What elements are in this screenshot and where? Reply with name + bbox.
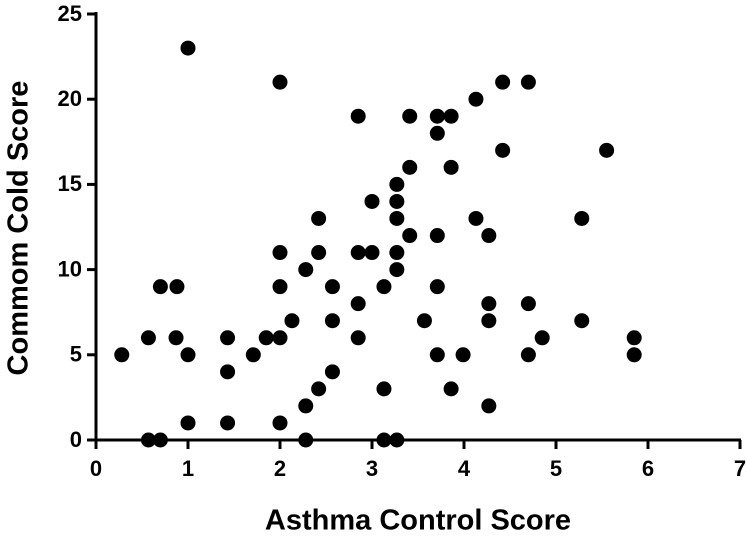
point <box>220 415 236 431</box>
x-tick-label: 5 <box>550 456 562 481</box>
point <box>443 381 459 397</box>
point <box>272 330 288 346</box>
point <box>258 330 274 346</box>
point <box>284 313 300 329</box>
point <box>455 347 471 363</box>
point <box>168 330 184 346</box>
point <box>140 432 156 448</box>
x-tick-label: 1 <box>182 456 194 481</box>
point <box>429 125 445 141</box>
point <box>114 347 130 363</box>
point <box>389 432 405 448</box>
point <box>429 108 445 124</box>
point <box>481 296 497 312</box>
point <box>468 210 484 226</box>
x-tick-label: 0 <box>90 456 102 481</box>
point <box>180 40 196 56</box>
point <box>626 330 642 346</box>
point <box>272 415 288 431</box>
point <box>180 347 196 363</box>
point <box>443 108 459 124</box>
y-tick-label: 10 <box>58 256 82 281</box>
point <box>389 262 405 278</box>
point <box>376 381 392 397</box>
point <box>298 262 314 278</box>
point <box>520 347 536 363</box>
point <box>350 296 366 312</box>
point <box>481 228 497 244</box>
x-tick-label: 2 <box>274 456 286 481</box>
point <box>180 415 196 431</box>
point <box>324 279 340 295</box>
point <box>429 347 445 363</box>
point <box>389 210 405 226</box>
point <box>298 398 314 414</box>
point <box>402 228 418 244</box>
point <box>495 74 511 90</box>
point <box>324 364 340 380</box>
point <box>574 313 590 329</box>
point <box>481 398 497 414</box>
point <box>481 313 497 329</box>
point <box>376 432 392 448</box>
point <box>350 330 366 346</box>
point <box>298 432 314 448</box>
point <box>245 347 261 363</box>
point <box>443 159 459 175</box>
point <box>324 313 340 329</box>
point <box>520 74 536 90</box>
point <box>169 279 185 295</box>
point <box>389 176 405 192</box>
x-tick-label: 3 <box>366 456 378 481</box>
point <box>376 279 392 295</box>
point <box>272 74 288 90</box>
point <box>416 313 432 329</box>
point <box>389 245 405 261</box>
y-tick-label: 20 <box>58 86 82 111</box>
point <box>350 108 366 124</box>
point <box>364 245 380 261</box>
point <box>220 330 236 346</box>
point <box>272 279 288 295</box>
point <box>495 142 511 158</box>
point <box>311 381 327 397</box>
y-axis-title: Commom Cold Score <box>3 81 35 376</box>
point <box>311 210 327 226</box>
x-tick-label: 6 <box>642 456 654 481</box>
point <box>220 364 236 380</box>
point <box>599 142 615 158</box>
point <box>389 193 405 209</box>
point <box>574 210 590 226</box>
point <box>152 279 168 295</box>
point <box>626 347 642 363</box>
point <box>152 432 168 448</box>
y-tick-label: 5 <box>70 342 82 367</box>
point <box>350 245 366 261</box>
x-axis-title: Asthma Control Score <box>265 505 571 537</box>
point <box>311 245 327 261</box>
point <box>468 91 484 107</box>
point <box>402 159 418 175</box>
point <box>520 296 536 312</box>
y-tick-label: 0 <box>70 427 82 452</box>
point <box>364 193 380 209</box>
point <box>140 330 156 346</box>
point <box>534 330 550 346</box>
point <box>429 279 445 295</box>
y-tick-label: 25 <box>58 1 82 26</box>
y-tick-label: 15 <box>58 171 82 196</box>
x-tick-label: 4 <box>458 456 471 481</box>
point <box>429 228 445 244</box>
point <box>272 245 288 261</box>
x-tick-label: 7 <box>734 456 746 481</box>
point <box>402 108 418 124</box>
